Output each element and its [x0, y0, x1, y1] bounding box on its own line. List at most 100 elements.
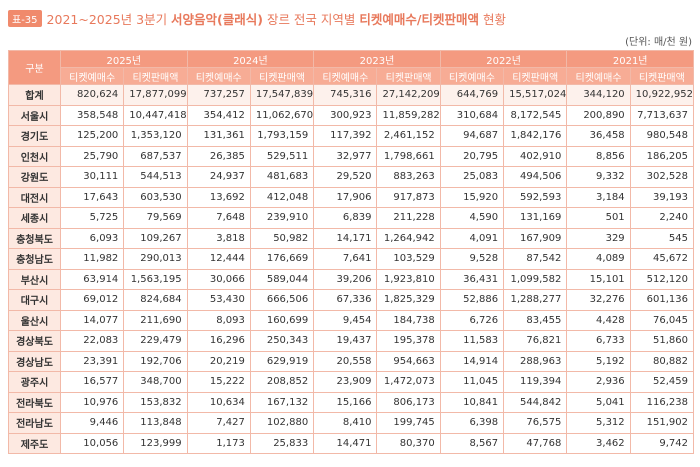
cell: 1,793,159 [249, 125, 315, 147]
cell: 544,513 [123, 166, 188, 188]
sub-header: 티켓판매액 [249, 67, 315, 85]
cell: 20,795 [439, 145, 505, 167]
cell: 14,914 [439, 350, 505, 372]
row-label: 인천시 [8, 145, 61, 167]
cell: 17,547,839 [249, 84, 315, 106]
cell: 23,391 [59, 350, 125, 372]
cell: 30,111 [59, 166, 125, 188]
cell: 131,361 [186, 125, 251, 147]
cell: 53,430 [186, 289, 251, 311]
cell: 83,455 [503, 309, 568, 331]
cell: 8,410 [313, 412, 378, 434]
cell: 745,316 [313, 84, 378, 106]
cell: 109,267 [123, 227, 188, 249]
cell: 917,873 [376, 186, 441, 208]
sub-header: 티켓예매수 [186, 67, 251, 85]
cell: 1,353,120 [123, 125, 188, 147]
sub-header: 티켓예매수 [59, 67, 125, 85]
cell: 501 [566, 207, 631, 229]
cell: 329 [566, 227, 631, 249]
cell: 824,684 [123, 289, 188, 311]
cell: 687,537 [123, 145, 188, 167]
data-row: 강원도 30,111 544,513 24,937 481,683 29,520 883,2… [8, 166, 695, 188]
cell: 1,264,942 [376, 227, 441, 249]
cell: 6,093 [59, 227, 125, 249]
cell: 5,192 [566, 350, 631, 372]
cell: 32,276 [566, 289, 631, 311]
cell: 80,882 [629, 350, 695, 372]
title: 표-35 2021~2025년 3분기 서양음악(클래식) 장르 전국 지역별 티… [8, 9, 506, 28]
cell: 2,461,152 [376, 125, 441, 147]
cell: 11,583 [439, 330, 505, 352]
cell: 1,472,073 [376, 371, 441, 393]
row-label: 대전시 [8, 186, 61, 208]
cell: 17,877,099 [123, 84, 188, 106]
cell: 36,458 [566, 125, 631, 147]
sub-header: 티켓판매액 [376, 67, 441, 85]
cell: 9,528 [439, 248, 505, 270]
cell: 2,240 [629, 207, 695, 229]
cell: 17,643 [59, 186, 125, 208]
row-label: 서울시 [8, 104, 61, 126]
cell: 32,977 [313, 145, 378, 167]
data-row: 경기도 125,200 1,353,120 131,361 1,793,159 117,3… [8, 125, 695, 147]
data-row: 경상북도 22,083 229,479 16,296 250,343 19,437 195,… [8, 330, 695, 352]
cell: 119,394 [503, 371, 568, 393]
cell: 25,790 [59, 145, 125, 167]
cell: 52,459 [629, 371, 695, 393]
data-row: 대전시 17,643 603,530 13,692 412,048 17,906 917,8… [8, 186, 695, 208]
cell: 167,132 [249, 391, 315, 413]
data-row: 제주도 10,056 123,999 1,173 25,833 14,471 80,370 8… [8, 432, 695, 454]
cell: 199,745 [376, 412, 441, 434]
cell: 15,517,024 [503, 84, 568, 106]
cell: 954,663 [376, 350, 441, 372]
cell: 358,548 [59, 104, 125, 126]
cell: 9,446 [59, 412, 125, 434]
cell: 1,798,661 [376, 145, 441, 167]
data-table: 구분 2025년 2024년 2023년 2022년 2021년 티켓예매수 티켓판매액 티켓예… [8, 50, 695, 454]
cell: 125,200 [59, 125, 125, 147]
cell: 544,842 [503, 391, 568, 413]
row-label: 울산시 [8, 309, 61, 331]
cell: 1,099,582 [503, 268, 568, 290]
sub-header: 티켓판매액 [123, 67, 188, 85]
cell: 980,548 [629, 125, 695, 147]
cell: 4,089 [566, 248, 631, 270]
cell: 10,922,952 [629, 84, 695, 106]
cell: 67,336 [313, 289, 378, 311]
cell: 186,205 [629, 145, 695, 167]
data-row: 대구시 69,012 824,684 53,430 666,506 67,336 1,825… [8, 289, 695, 311]
cell: 63,914 [59, 268, 125, 290]
cell: 39,206 [313, 268, 378, 290]
cell: 250,343 [249, 330, 315, 352]
cell: 10,976 [59, 391, 125, 413]
year-header: 2022년 [439, 50, 568, 68]
cell: 103,529 [376, 248, 441, 270]
cell: 20,558 [313, 350, 378, 372]
title-part: 티켓예매수/티켓판매액 [359, 12, 479, 27]
cell: 10,634 [186, 391, 251, 413]
row-label: 광주시 [8, 371, 61, 393]
row-label: 세종시 [8, 207, 61, 229]
cell: 7,641 [313, 248, 378, 270]
cell: 412,048 [249, 186, 315, 208]
cell: 9,454 [313, 309, 378, 331]
cell: 644,769 [439, 84, 505, 106]
cell: 5,312 [566, 412, 631, 434]
cell: 545 [629, 227, 695, 249]
cell: 25,833 [249, 432, 315, 454]
sub-header: 티켓판매액 [503, 67, 568, 85]
cell: 16,577 [59, 371, 125, 393]
cell: 14,471 [313, 432, 378, 454]
cell: 290,013 [123, 248, 188, 270]
cell: 47,768 [503, 432, 568, 454]
sub-header: 티켓예매수 [439, 67, 505, 85]
cell: 192,706 [123, 350, 188, 372]
cell: 4,428 [566, 309, 631, 331]
header-row: 구분 2025년 2024년 2023년 2022년 2021년 [8, 50, 694, 85]
cell: 19,437 [313, 330, 378, 352]
cell: 4,590 [439, 207, 505, 229]
title-part: 서양음악(클래식) [171, 12, 263, 27]
year-header: 2021년 [566, 50, 694, 68]
data-row: 광주시 16,577 348,700 15,222 208,852 23,909 1,472… [8, 371, 695, 393]
